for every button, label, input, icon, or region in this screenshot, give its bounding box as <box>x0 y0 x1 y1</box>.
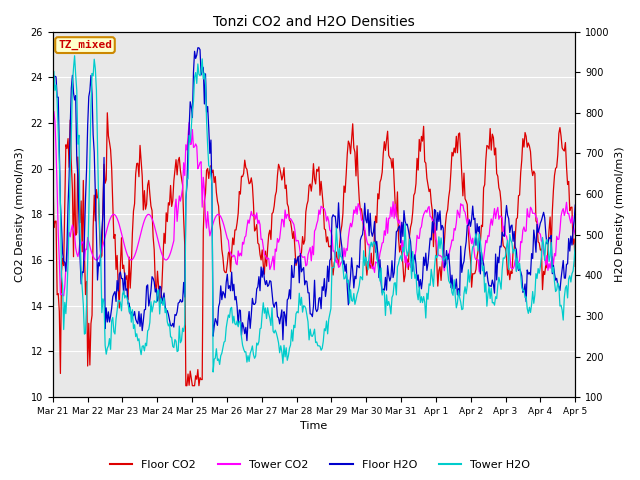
Floor CO2 <box>271 193 279 199</box>
Floor H2O <box>212 319 220 324</box>
Floor H2O <box>344 284 351 290</box>
Tower CO2 <box>60 293 68 299</box>
Floor CO2 <box>104 110 111 116</box>
Tower CO2 <box>572 232 579 238</box>
Y-axis label: H2O Density (mmol/m3): H2O Density (mmol/m3) <box>615 146 625 282</box>
Tower H2O <box>71 53 79 59</box>
Floor CO2 <box>369 265 376 271</box>
Tower H2O <box>49 107 56 113</box>
Floor CO2 <box>182 383 189 389</box>
Floor H2O <box>49 110 56 116</box>
Floor H2O <box>243 338 251 344</box>
Tower H2O <box>209 369 217 375</box>
Tower CO2 <box>49 108 56 114</box>
Y-axis label: CO2 Density (mmol/m3): CO2 Density (mmol/m3) <box>15 147 25 282</box>
Floor H2O <box>271 300 279 306</box>
Tower H2O <box>214 358 221 363</box>
Tower H2O <box>572 240 579 246</box>
Tower CO2 <box>367 262 375 268</box>
Floor CO2 <box>525 143 533 149</box>
Legend: Floor CO2, Tower CO2, Floor H2O, Tower H2O: Floor CO2, Tower CO2, Floor H2O, Tower H… <box>105 456 535 474</box>
Floor CO2 <box>214 198 221 204</box>
Floor H2O <box>525 270 533 276</box>
Floor CO2 <box>49 153 56 158</box>
Floor H2O <box>194 45 202 51</box>
X-axis label: Time: Time <box>300 421 328 432</box>
Line: Floor CO2: Floor CO2 <box>52 113 575 386</box>
Tower H2O <box>369 244 376 250</box>
Floor H2O <box>369 233 376 239</box>
Tower CO2 <box>434 250 442 256</box>
Tower CO2 <box>525 214 532 219</box>
Tower H2O <box>271 327 279 333</box>
Floor H2O <box>435 218 443 224</box>
Tower CO2 <box>212 213 220 218</box>
Tower H2O <box>344 280 351 286</box>
Tower CO2 <box>342 246 350 252</box>
Floor CO2 <box>572 264 579 269</box>
Tower CO2 <box>270 267 278 273</box>
Floor CO2 <box>344 151 351 157</box>
Floor H2O <box>572 202 579 208</box>
Line: Floor H2O: Floor H2O <box>52 48 575 341</box>
Text: TZ_mixed: TZ_mixed <box>58 40 112 50</box>
Title: Tonzi CO2 and H2O Densities: Tonzi CO2 and H2O Densities <box>213 15 415 29</box>
Tower H2O <box>435 234 443 240</box>
Tower H2O <box>525 304 533 310</box>
Line: Tower H2O: Tower H2O <box>52 56 575 372</box>
Line: Tower CO2: Tower CO2 <box>52 111 575 296</box>
Floor CO2 <box>435 268 443 274</box>
